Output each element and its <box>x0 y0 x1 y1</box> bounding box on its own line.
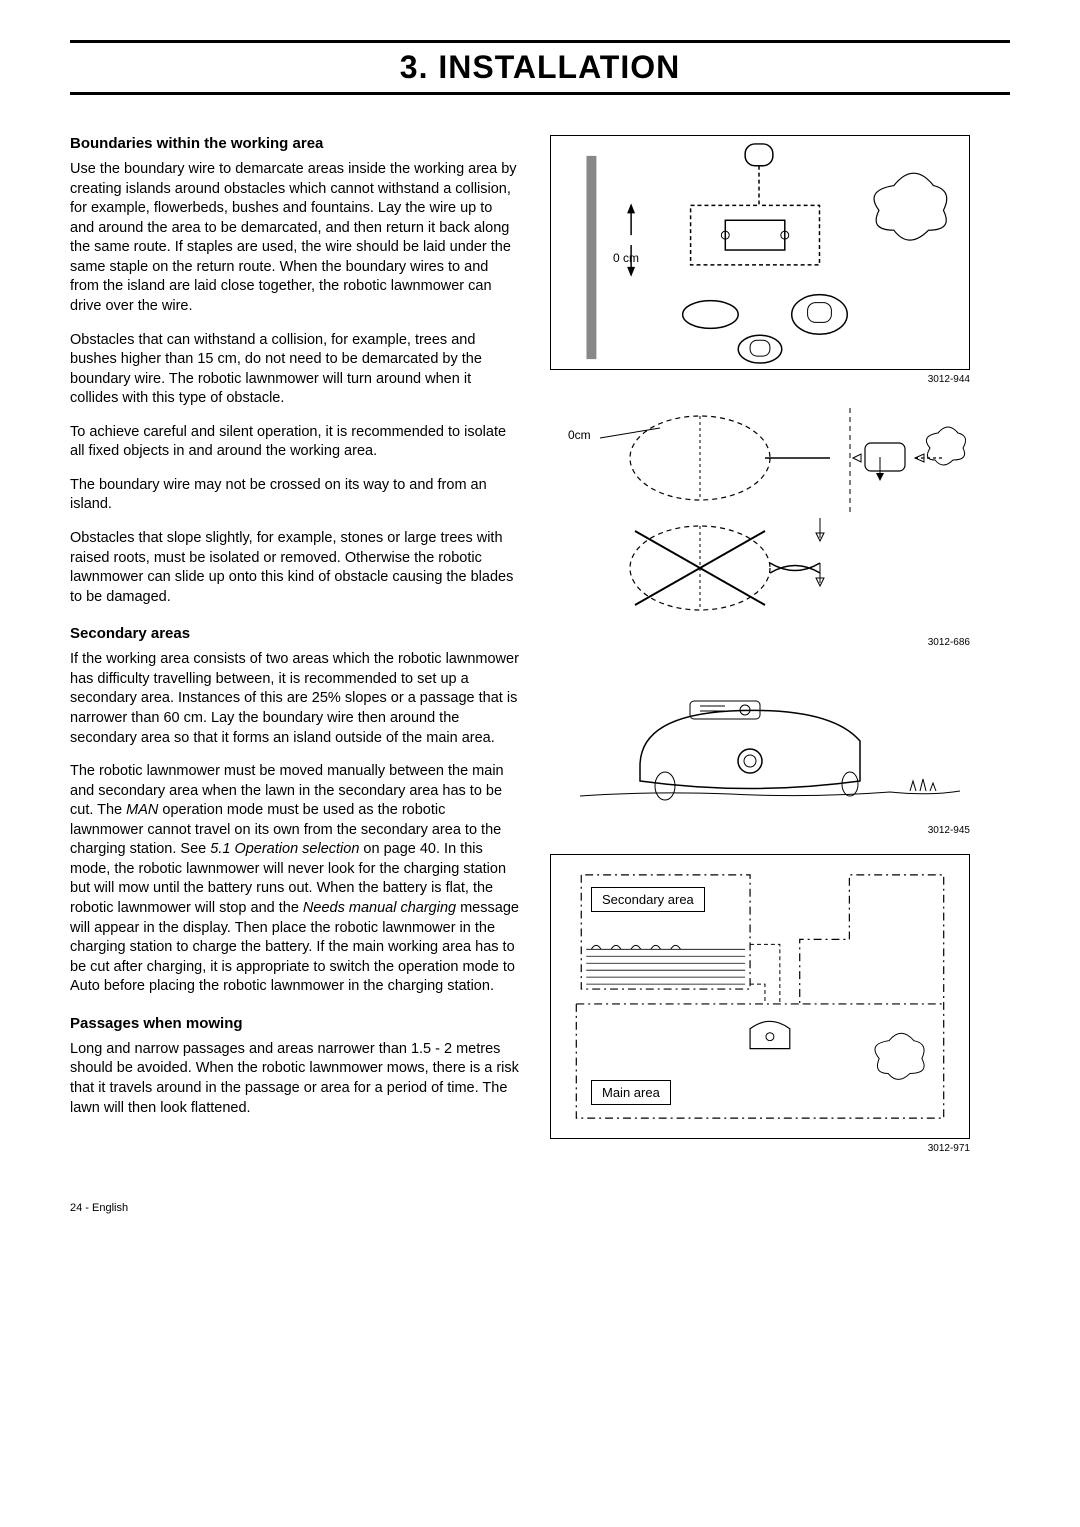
left-column: Boundaries within the working area Use t… <box>70 135 520 1172</box>
boundaries-p3: To achieve careful and silent operation,… <box>70 423 520 462</box>
fig4-label-main: Main area <box>591 1080 671 1105</box>
figure-islands: 0 cm <box>550 135 970 370</box>
page-footer: 24 - English <box>70 1202 1010 1214</box>
boundaries-p4: The boundary wire may not be crossed on … <box>70 476 520 515</box>
figure-secondary-area: Secondary area Main area <box>550 854 970 1139</box>
figure-mower-svg <box>550 666 970 821</box>
figure-crossing: 0cm <box>550 403 970 633</box>
fig1-label-0cm: 0 cm <box>613 251 639 265</box>
boundaries-p5: Obstacles that slope slightly, for examp… <box>70 529 520 607</box>
secondary-p2: The robotic lawnmower must be moved manu… <box>70 762 520 997</box>
bottom-rule <box>70 92 1010 95</box>
secondary-p1: If the working area consists of two area… <box>70 650 520 748</box>
right-column: 0 cm 3012-944 <box>550 135 970 1172</box>
figure-mower <box>550 666 970 821</box>
fig2-caption: 3012-686 <box>550 637 970 648</box>
fig2-label-0cm: 0cm <box>568 428 591 442</box>
boundaries-p1: Use the boundary wire to demarcate areas… <box>70 160 520 317</box>
heading-secondary: Secondary areas <box>70 625 520 642</box>
fig4-label-secondary: Secondary area <box>591 887 705 912</box>
content-columns: Boundaries within the working area Use t… <box>70 135 1010 1172</box>
fig3-caption: 3012-945 <box>550 825 970 836</box>
figure-crossing-svg <box>550 403 970 633</box>
boundaries-p2: Obstacles that can withstand a collision… <box>70 331 520 409</box>
fig4-caption: 3012-971 <box>550 1143 970 1154</box>
top-rule <box>70 40 1010 43</box>
heading-passages: Passages when mowing <box>70 1015 520 1032</box>
secondary-p2-man: MAN <box>126 802 158 818</box>
secondary-p2-needs: Needs manual charging <box>303 900 456 916</box>
chapter-title: 3. INSTALLATION <box>70 47 1010 88</box>
heading-boundaries: Boundaries within the working area <box>70 135 520 152</box>
fig1-caption: 3012-944 <box>550 374 970 385</box>
passages-p1: Long and narrow passages and areas narro… <box>70 1040 520 1118</box>
secondary-p2-ref: 5.1 Operation selection <box>210 841 359 857</box>
